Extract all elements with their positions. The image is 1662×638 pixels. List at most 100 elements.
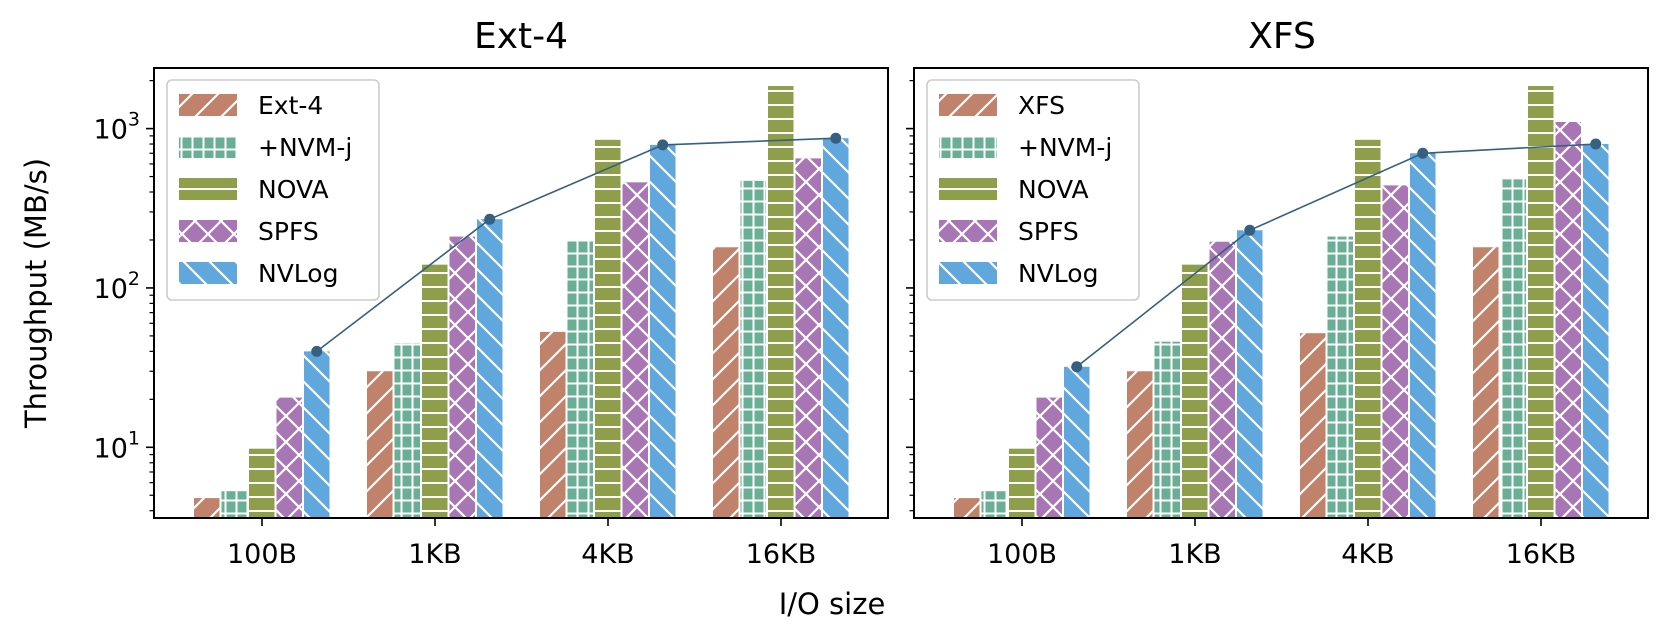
y-axis-title: Throughput (MB/s) [19,158,53,429]
bar-nova-100b [1009,448,1035,518]
bar-hatch [650,144,676,518]
y-ticks-right [906,80,914,512]
bar-hatch [1355,139,1381,518]
bar-hatch [1473,247,1499,518]
legend-swatch-nvlog-hatch [939,262,997,284]
bar-nvm-j-1kb [394,343,420,518]
x-tick-label-16kb: 16KB [746,539,817,570]
bar-hatch [194,498,220,518]
bar-nvlog-100b [304,351,330,518]
bar-nvm-j-16kb [1500,179,1526,519]
plot-frame-right [913,67,1649,519]
x-ticks-right: 100B 1KB 4KB 16KB [987,518,1576,570]
bar-hatch [1382,185,1408,518]
legend-label-nvmj: +NVM-j [1018,133,1112,162]
x-tick-label-16kb: 16KB [1506,539,1577,570]
bar-nvlog-4kb [1410,153,1436,518]
legend-box [166,79,380,301]
legend-swatch-nvmj-hatch [939,136,997,158]
legend-swatch-spfs-hatch [939,220,997,242]
y-tick-label: 103 [94,109,140,146]
bar-xfs-16kb [1473,247,1499,518]
panel-title-left: Ext-4 [474,16,568,57]
bar-hatch [477,219,503,518]
legend-swatch-nova-hatch [179,178,237,200]
bar-hatch [823,138,849,519]
bar-nvlog-1kb [477,219,503,518]
bar-nvlog-100b [1064,366,1090,518]
x-tick-label-4kb: 4KB [581,539,634,570]
panel-title-right: XFS [1248,16,1316,57]
nvlog-trend-line [1076,143,1596,368]
bar-hatch [1064,366,1090,518]
legend-swatch-spfs-hatch [179,220,237,242]
legend-swatch-nvmj-hatch [179,136,237,158]
x-axis-title: I/O size [779,587,886,621]
bar-nova-4kb [595,139,621,518]
nvlog-line-left [311,132,842,357]
bar-hatch [221,491,247,518]
nvlog-point [830,132,842,144]
y-tick-label: 101 [94,427,140,464]
legend-swatch-xfs-hatch [939,94,997,116]
legend-label-nvlog: NVLog [258,259,338,288]
bar-nova-16kb [1528,86,1554,519]
x-tick-label-4kb: 4KB [1341,539,1394,570]
legend-label-nova: NOVA [258,175,329,204]
bar-hatch [394,343,420,518]
bar-ext-4-100b [194,498,220,518]
legend-label-spfs: SPFS [1018,217,1079,246]
x-tick-label-1kb: 1KB [1168,539,1221,570]
bar-hatch [567,239,593,518]
bar-hatch [713,247,739,518]
bar-hatch [1154,341,1180,518]
nvlog-point [1417,147,1429,159]
y-ticks-left: 101 102 103 [94,80,154,512]
bar-nova-4kb [1355,139,1381,518]
bar-spfs-1kb [1209,241,1235,518]
bar-hatch [768,86,794,519]
bar-hatch [1009,448,1035,518]
bar-hatch [1500,179,1526,519]
bar-nvlog-1kb [1237,230,1263,518]
bar-hatch [1555,121,1581,519]
nvlog-point [1244,224,1256,236]
bar-hatch [276,397,302,518]
bar-hatch [304,351,330,518]
bar-hatch [449,236,475,518]
legend-label-nvmj: +NVM-j [258,133,352,162]
bar-nvm-j-1kb [1154,341,1180,518]
bar-hatch [422,264,448,518]
x-tick-label-100b: 100B [227,539,297,570]
bar-xfs-1kb [1127,371,1153,518]
legend-label-xfs: XFS [1018,91,1065,120]
bar-hatch [981,491,1007,518]
bar-hatch [954,498,980,518]
bar-hatch [595,139,621,518]
nvlog-point [1590,138,1602,150]
bar-spfs-100b [276,397,302,518]
bar-hatch [795,158,821,519]
bar-hatch [622,182,648,518]
bar-ext-4-1kb [367,371,393,518]
bar-hatch [1410,153,1436,518]
bars-right [954,86,1609,519]
bar-hatch [740,180,766,519]
bar-nvlog-16kb [823,138,849,519]
legend-right: XFS +NVM-j NOVA SPFS NVLog [926,79,1140,301]
panel-left: Ext-4 101 102 103 100B 1KB 4KB 16KB Ext-4 … [94,16,889,570]
nvlog-line-right [1071,138,1602,373]
bar-xfs-4kb [1300,333,1326,518]
bar-nova-1kb [1182,264,1208,518]
bar-xfs-100b [954,498,980,518]
x-tick-label-100b: 100B [987,539,1057,570]
bar-nvm-j-4kb [567,239,593,518]
nvlog-point [484,213,496,225]
x-tick-label-1kb: 1KB [408,539,461,570]
nvlog-trend-line [316,137,836,352]
bar-hatch [1327,236,1353,518]
legend-label-nova: NOVA [1018,175,1089,204]
legend-swatch-nova-hatch [939,178,997,200]
legend-swatch-nvlog-hatch [179,262,237,284]
